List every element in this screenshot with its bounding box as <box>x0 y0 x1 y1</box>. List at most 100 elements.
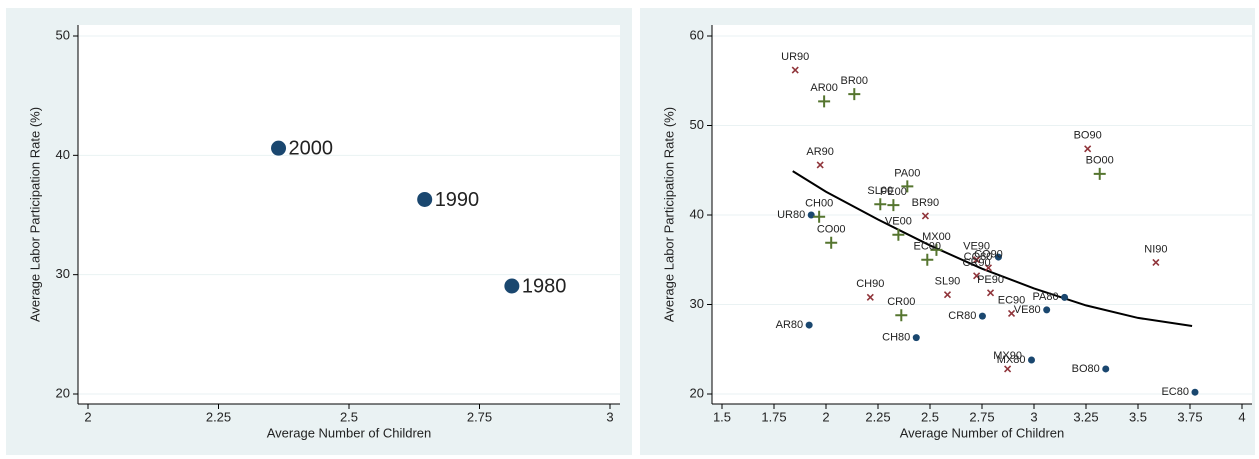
point-label: CO90 <box>974 249 1003 261</box>
x-tick-label: 2.5 <box>921 409 939 424</box>
y-axis-title: Average Labor Participation Rate (%) <box>661 107 676 322</box>
point-label: PA00 <box>894 167 920 179</box>
point-label: SL00 <box>867 185 893 197</box>
y-tick-label: 40 <box>56 147 70 162</box>
point <box>978 312 986 320</box>
point <box>848 88 861 101</box>
point <box>1007 309 1016 318</box>
point-label: UR80 <box>777 209 805 221</box>
point-label: BR90 <box>912 197 940 209</box>
point <box>417 191 433 207</box>
point-label: BO90 <box>1074 130 1102 142</box>
point-label: PE00 <box>880 186 907 198</box>
point-label: EC90 <box>998 294 1026 306</box>
x-tick-label: 1.75 <box>761 409 786 424</box>
point <box>943 291 952 299</box>
point <box>504 278 520 294</box>
point <box>807 211 815 219</box>
point <box>994 253 1002 261</box>
point-label: 2000 <box>289 137 334 159</box>
x-tick-label: 3.25 <box>1073 409 1098 424</box>
x-tick-label: 2.5 <box>340 409 358 424</box>
point <box>813 210 826 223</box>
x-tick-label: 4 <box>1238 409 1245 424</box>
point <box>1028 356 1036 364</box>
point <box>1191 388 1199 396</box>
point-label: UR90 <box>781 51 809 63</box>
point <box>912 334 920 342</box>
point-label: MX90 <box>993 350 1022 362</box>
y-tick-label: 30 <box>690 296 704 311</box>
point <box>984 264 993 272</box>
point <box>805 321 813 329</box>
x-axis-title: Average Number of Children <box>900 425 1065 440</box>
y-tick-label: 40 <box>690 206 704 221</box>
x-tick-label: 2 <box>822 409 829 424</box>
point-label: EC00 <box>914 241 942 253</box>
point-label: MX00 <box>922 231 951 243</box>
point-label: CH00 <box>805 198 833 210</box>
fit-line <box>792 170 1193 327</box>
point-label: VE80 <box>1014 304 1041 316</box>
point <box>791 66 799 74</box>
point <box>1093 167 1106 180</box>
point <box>1061 293 1069 301</box>
point-label: AR80 <box>776 319 804 331</box>
point <box>816 161 824 169</box>
plot-area <box>78 25 620 404</box>
point <box>986 289 995 297</box>
point <box>874 198 887 211</box>
y-axis-title: Average Labor Participation Rate (%) <box>27 107 42 322</box>
x-tick-label: 2.25 <box>865 409 890 424</box>
x-tick-label: 3 <box>606 409 613 424</box>
point <box>271 140 287 156</box>
point-label: 1980 <box>522 275 567 297</box>
point <box>1152 258 1160 267</box>
point-label: MX80 <box>997 354 1026 366</box>
point <box>866 293 874 301</box>
y-tick-label: 50 <box>690 117 704 132</box>
point-label: CR00 <box>887 296 915 308</box>
x-tick-label: 2.75 <box>969 409 994 424</box>
point <box>895 309 908 322</box>
point <box>825 236 838 249</box>
point-label: EC80 <box>1161 386 1189 398</box>
point <box>921 212 929 220</box>
point <box>1004 365 1012 373</box>
point-label: BO80 <box>1072 363 1100 375</box>
x-tick-label: 2 <box>84 409 91 424</box>
point <box>1084 145 1092 153</box>
point <box>930 243 943 256</box>
point-label: CO80 <box>964 251 993 263</box>
point <box>892 228 905 241</box>
point-label: VE90 <box>963 241 990 253</box>
point <box>887 199 900 212</box>
point-label: CR80 <box>948 310 976 322</box>
point-label: PA80 <box>1032 291 1058 303</box>
point-label: CO00 <box>817 224 846 236</box>
x-tick-label: 1.5 <box>713 409 731 424</box>
point-label: SL90 <box>935 276 961 288</box>
point-label: BO00 <box>1086 155 1114 167</box>
point-label: CR90 <box>963 257 991 269</box>
point-label: 1990 <box>435 189 480 211</box>
point-label: NI90 <box>1144 243 1167 255</box>
point-label: BR00 <box>841 75 869 87</box>
point-label: VE00 <box>885 216 912 228</box>
y-tick-label: 60 <box>690 27 704 42</box>
point <box>1043 306 1051 314</box>
point <box>921 253 934 266</box>
point-label: AR90 <box>806 146 834 158</box>
x-tick-label: 2.25 <box>206 409 231 424</box>
point-label: PE90 <box>977 274 1004 286</box>
y-tick-label: 30 <box>56 266 70 281</box>
y-tick-label: 50 <box>56 27 70 42</box>
point <box>818 95 831 108</box>
x-tick-label: 3 <box>1030 409 1037 424</box>
point <box>1102 365 1110 373</box>
y-tick-label: 20 <box>690 385 704 400</box>
x-tick-label: 2.75 <box>467 409 492 424</box>
point-label: CH80 <box>882 332 910 344</box>
